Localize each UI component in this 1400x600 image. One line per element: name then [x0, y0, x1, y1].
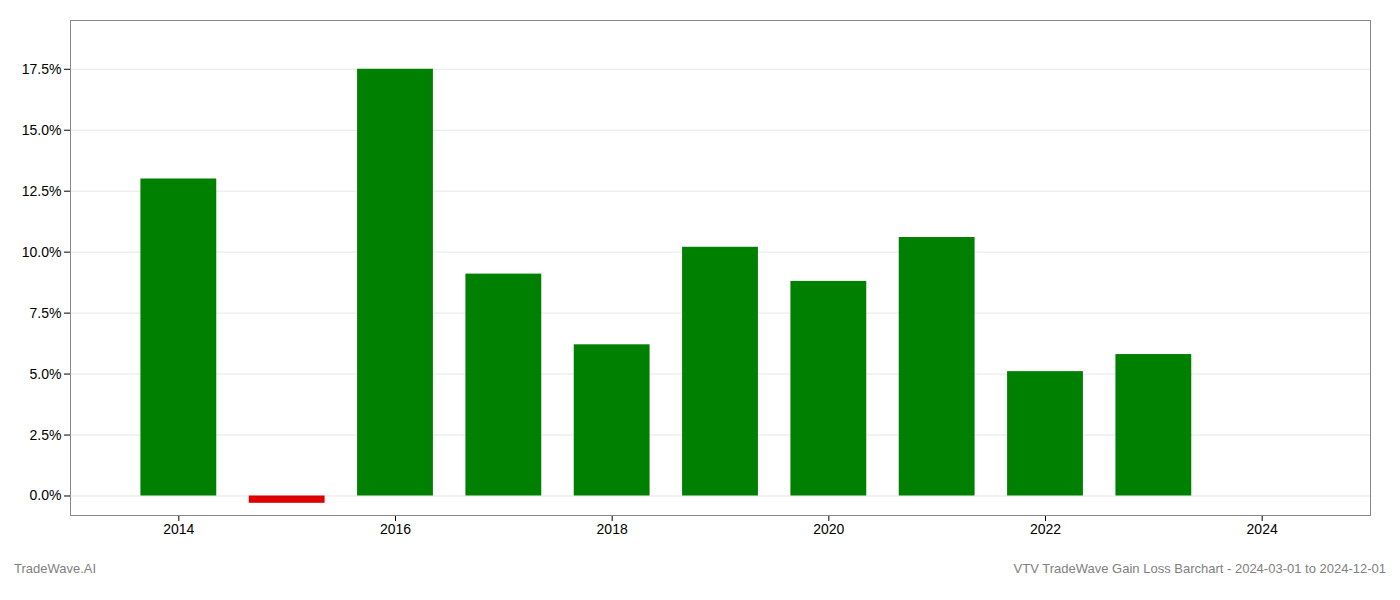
svg-text:2020: 2020	[813, 521, 844, 537]
svg-text:2014: 2014	[163, 521, 194, 537]
svg-text:2018: 2018	[597, 521, 628, 537]
svg-text:12.5%: 12.5%	[22, 183, 62, 199]
svg-text:7.5%: 7.5%	[30, 305, 62, 321]
svg-text:15.0%: 15.0%	[22, 122, 62, 138]
html-text:VTV TradeWave Gain Loss Barcha: VTV TradeWave Gain Loss Barchart - 2024-…	[1013, 561, 1386, 576]
svg-text:17.5%: 17.5%	[22, 61, 62, 77]
svg-text:2022: 2022	[1030, 521, 1061, 537]
html-text:TradeWave.AI: TradeWave.AI	[14, 561, 97, 576]
svg-text:0.0%: 0.0%	[30, 487, 62, 503]
svg-text:5.0%: 5.0%	[30, 366, 62, 382]
svg-text:2016: 2016	[380, 521, 411, 537]
svg-text:2.5%: 2.5%	[30, 427, 62, 443]
svg-text:10.0%: 10.0%	[22, 244, 62, 260]
svg-text:2024: 2024	[1247, 521, 1278, 537]
